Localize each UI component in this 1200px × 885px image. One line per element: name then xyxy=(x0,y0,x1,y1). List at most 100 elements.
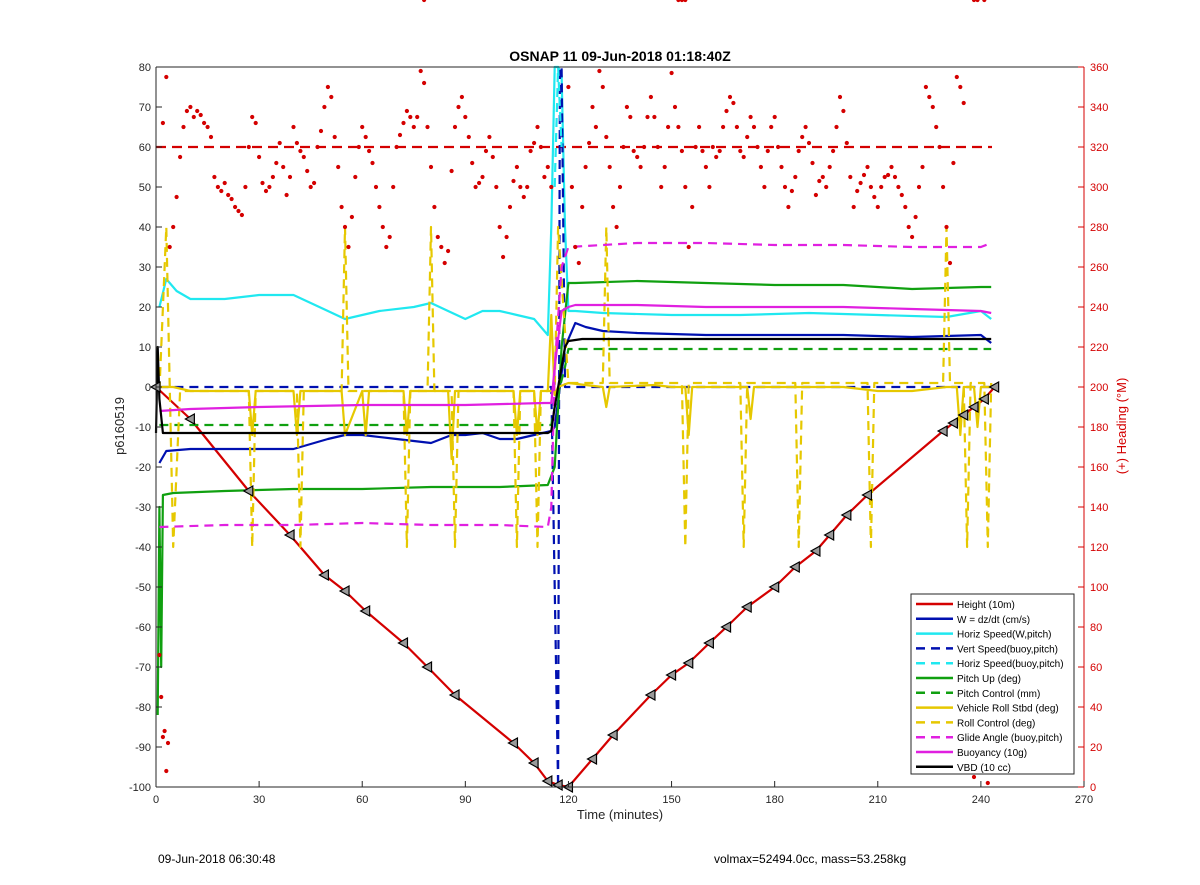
heading-point xyxy=(250,114,255,120)
heading-point xyxy=(951,160,956,166)
y-right-tick-label: 0 xyxy=(1090,782,1096,794)
y-right-tick-label: 40 xyxy=(1090,702,1102,714)
heading-point xyxy=(360,124,365,130)
heading-point xyxy=(391,184,396,190)
series-line-10 xyxy=(159,303,992,413)
heading-point xyxy=(528,148,533,154)
heading-point xyxy=(865,164,870,170)
x-axis-label: Time (minutes) xyxy=(577,807,663,822)
heading-point xyxy=(432,204,437,210)
height-marker xyxy=(527,756,539,770)
heading-point xyxy=(164,74,169,80)
heading-point xyxy=(858,180,863,186)
heading-point xyxy=(425,124,430,130)
heading-point xyxy=(576,260,581,266)
heading-point xyxy=(356,144,361,150)
y-right-tick-label: 120 xyxy=(1090,542,1108,554)
height-marker xyxy=(823,528,835,542)
height-marker xyxy=(644,688,656,702)
legend-entry: Vehicle Roll Stbd (deg) xyxy=(957,704,1059,715)
x-tick-label: 120 xyxy=(559,794,577,806)
heading-point xyxy=(714,154,719,160)
y-right-tick-label: 60 xyxy=(1090,662,1102,674)
heading-point xyxy=(889,164,894,170)
y-right-tick-label: 260 xyxy=(1090,262,1108,274)
height-marker xyxy=(318,568,330,582)
heading-point xyxy=(707,184,712,190)
heading-point xyxy=(404,108,409,114)
heading-point xyxy=(257,154,262,160)
height-marker xyxy=(768,580,780,594)
series-line-2 xyxy=(158,65,992,337)
heading-point xyxy=(480,174,485,180)
data-layer xyxy=(149,0,1000,794)
heading-point xyxy=(886,172,891,178)
heading-point xyxy=(786,204,791,210)
heading-point xyxy=(487,134,492,140)
y-right-tick-label: 160 xyxy=(1090,462,1108,474)
heading-point xyxy=(751,124,757,130)
heading-point xyxy=(803,124,808,130)
heading-point xyxy=(566,84,571,90)
heading-point xyxy=(652,114,657,120)
heading-point xyxy=(165,740,171,746)
heading-point xyxy=(325,84,330,90)
heading-point xyxy=(318,128,324,134)
heading-point xyxy=(294,140,299,146)
x-tick-label: 0 xyxy=(153,794,159,806)
y-tick-label: -70 xyxy=(135,662,151,674)
y-tick-label: 30 xyxy=(139,262,151,274)
heading-point xyxy=(662,164,667,170)
heading-point xyxy=(157,652,162,658)
heading-point xyxy=(593,124,599,130)
x-tick-label: 240 xyxy=(972,794,990,806)
heading-point xyxy=(439,244,444,250)
heading-point xyxy=(521,194,526,200)
heading-point xyxy=(872,194,877,200)
heading-point xyxy=(518,184,523,190)
height-marker xyxy=(606,728,618,742)
heading-point xyxy=(312,180,317,186)
heading-point xyxy=(587,140,592,146)
heading-point xyxy=(384,244,389,250)
y-tick-label: 10 xyxy=(139,342,151,354)
heading-point xyxy=(817,178,822,184)
heading-point xyxy=(305,168,310,174)
y-tick-label: -80 xyxy=(135,702,151,714)
legend-entry: Horiz Speed(buoy,pitch) xyxy=(957,659,1064,670)
heading-point xyxy=(298,148,303,154)
heading-point xyxy=(171,224,176,230)
heading-point xyxy=(923,84,929,90)
heading-point xyxy=(315,144,320,150)
heading-point xyxy=(401,120,406,126)
y-tick-label: -40 xyxy=(135,542,151,554)
heading-point xyxy=(535,124,540,130)
legend-entry: W = dz/dt (cm/s) xyxy=(957,615,1030,626)
heading-point xyxy=(920,164,925,170)
heading-point xyxy=(934,124,939,130)
footer-volmax-mass: volmax=52494.0cc, mass=53.258kg xyxy=(714,852,906,866)
series-line-7 xyxy=(159,313,992,461)
heading-point xyxy=(415,114,420,120)
height-marker xyxy=(359,604,371,618)
heading-point xyxy=(679,148,685,154)
height-marker xyxy=(809,544,821,558)
heading-point xyxy=(851,204,856,210)
series-line-6 xyxy=(159,347,992,427)
x-tick-label: 60 xyxy=(356,794,368,806)
heading-point xyxy=(418,68,423,74)
y-tick-label: -50 xyxy=(135,582,151,594)
heading-point xyxy=(387,234,392,240)
heading-point xyxy=(394,144,399,150)
heading-point xyxy=(796,148,801,154)
heading-point xyxy=(449,168,454,174)
heading-point xyxy=(738,148,743,154)
heading-point xyxy=(363,134,368,140)
heading-point xyxy=(233,204,238,210)
heading-point xyxy=(776,144,781,150)
heading-point xyxy=(549,184,554,190)
heading-point xyxy=(222,180,227,186)
heading-point xyxy=(178,154,183,160)
heading-point xyxy=(195,108,200,114)
heading-point xyxy=(717,148,722,154)
